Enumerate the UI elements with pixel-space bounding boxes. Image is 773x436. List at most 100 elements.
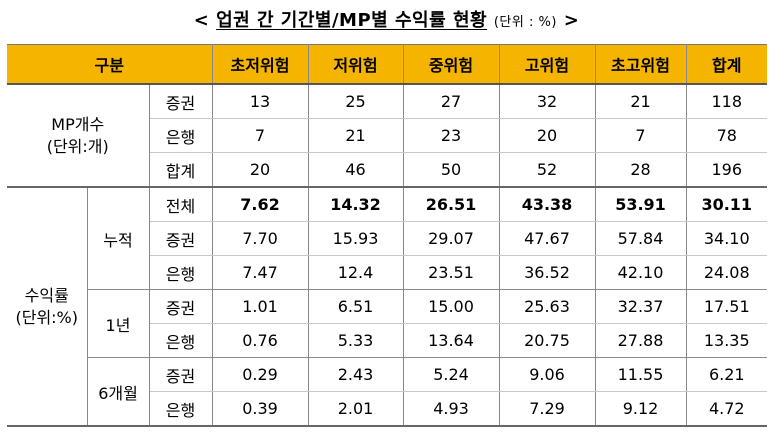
title-right-bracket: > bbox=[563, 10, 580, 31]
header-col-2: 저위험 bbox=[307, 44, 404, 85]
table-cell: 5.24 bbox=[402, 357, 500, 392]
row-sub-label: 증권 bbox=[148, 357, 213, 392]
table-row: 6개월 증권 0.29 2.43 5.24 9.06 11.55 6.21 bbox=[7, 357, 767, 427]
table-cell: 7 bbox=[594, 118, 687, 153]
table-cell: 34.10 bbox=[685, 221, 767, 256]
table-cell: 14.32 bbox=[307, 186, 404, 222]
table-cell: 7.29 bbox=[498, 391, 596, 427]
table-cell: 42.10 bbox=[594, 255, 687, 290]
table-cell: 2.43 bbox=[307, 357, 404, 392]
period-label-cumulative: 누적 bbox=[86, 186, 150, 290]
table-row: 은행 0.39 2.01 4.93 7.29 9.12 4.72 bbox=[7, 391, 767, 427]
table-cell: 7.62 bbox=[211, 186, 309, 222]
table-cell: 32.37 bbox=[594, 289, 687, 324]
table-cell: 196 bbox=[685, 152, 767, 188]
mp-label-line2: (단위:개) bbox=[46, 136, 109, 156]
table-cell: 30.11 bbox=[685, 186, 767, 222]
return-section-label: 수익률 (단위:%) bbox=[7, 186, 88, 427]
mp-section-label: MP개수 (단위:개) bbox=[7, 83, 150, 188]
page-title: < 업권 간 기간별/MP별 수익률 현황 (단위 : %) > bbox=[0, 6, 773, 32]
table-row: MP개수 (단위:개) 증권 13 25 27 32 21 118 bbox=[7, 83, 767, 188]
table-cell: 13.35 bbox=[685, 323, 767, 358]
title-left-bracket: < bbox=[193, 10, 210, 31]
table-cell: 46 bbox=[307, 152, 404, 188]
table-cell: 0.39 bbox=[211, 391, 309, 427]
table-cell: 20 bbox=[211, 152, 309, 188]
table-cell: 118 bbox=[685, 83, 767, 119]
header-col-total: 합계 bbox=[685, 44, 767, 85]
table-cell: 4.93 bbox=[402, 391, 500, 427]
table-cell: 47.67 bbox=[498, 221, 596, 256]
row-sub-label: 전체 bbox=[148, 186, 213, 222]
table-cell: 13.64 bbox=[402, 323, 500, 358]
table-cell: 36.52 bbox=[498, 255, 596, 290]
mp-label-line1: MP개수 bbox=[51, 114, 105, 134]
table-cell: 4.72 bbox=[685, 391, 767, 427]
table-cell: 78 bbox=[685, 118, 767, 153]
row-sub-label: 은행 bbox=[149, 255, 213, 290]
table-cell: 20 bbox=[498, 118, 596, 153]
table-cell: 0.76 bbox=[211, 323, 309, 358]
row-sub-label: 증권 bbox=[148, 289, 213, 324]
table-cell: 9.06 bbox=[498, 357, 596, 392]
header-group: 구분 bbox=[7, 44, 213, 85]
table-cell: 23.51 bbox=[402, 255, 500, 290]
title-unit: (단위 : %) bbox=[493, 15, 557, 30]
table-cell: 43.38 bbox=[498, 186, 596, 222]
table-cell: 17.51 bbox=[685, 289, 767, 324]
table-cell: 21 bbox=[307, 118, 404, 153]
header-row: 구분 초저위험 저위험 중위험 고위험 초고위험 합계 bbox=[7, 44, 767, 85]
table-cell: 53.91 bbox=[594, 186, 687, 222]
row-sub-label: 증권 bbox=[148, 83, 213, 119]
table-row: 은행 7.47 12.4 23.51 36.52 42.10 24.08 bbox=[7, 255, 767, 290]
row-sub-label: 은행 bbox=[149, 118, 213, 153]
table-row: 합계 20 46 50 52 28 196 bbox=[7, 152, 767, 188]
table-row: 수익률 (단위:%) 누적 전체 7.62 14.32 26.51 43.38 … bbox=[7, 186, 767, 427]
table-cell: 28 bbox=[594, 152, 687, 188]
table-cell: 50 bbox=[402, 152, 500, 188]
returns-table: 구분 초저위험 저위험 중위험 고위험 초고위험 합계 MP개수 (단위:개) … bbox=[7, 44, 767, 427]
table-cell: 11.55 bbox=[594, 357, 687, 392]
table-cell: 24.08 bbox=[685, 255, 767, 290]
table-cell: 25 bbox=[307, 83, 404, 119]
table-cell: 12.4 bbox=[307, 255, 404, 290]
table-cell: 7.47 bbox=[211, 255, 309, 290]
header-col-5: 초고위험 bbox=[594, 44, 687, 85]
table-cell: 15.00 bbox=[402, 289, 500, 324]
return-label-line2: (단위:%) bbox=[15, 307, 79, 327]
table-cell: 13 bbox=[211, 83, 309, 119]
row-sub-label: 증권 bbox=[149, 221, 213, 256]
table-cell: 27.88 bbox=[594, 323, 687, 358]
table-row: 은행 7 21 23 20 7 78 bbox=[7, 118, 767, 153]
title-text: 업권 간 기간별/MP별 수익률 현황 bbox=[216, 10, 488, 31]
table-cell: 6.51 bbox=[307, 289, 404, 324]
return-label-line1: 수익률 bbox=[24, 285, 69, 305]
table-cell: 9.12 bbox=[594, 391, 687, 427]
table-cell: 25.63 bbox=[498, 289, 596, 324]
table-cell: 26.51 bbox=[402, 186, 500, 222]
table-cell: 20.75 bbox=[498, 323, 596, 358]
table-cell: 29.07 bbox=[402, 221, 500, 256]
table-cell: 27 bbox=[402, 83, 500, 119]
row-sub-label: 은행 bbox=[149, 391, 213, 427]
table-cell: 23 bbox=[402, 118, 500, 153]
table-row: 1년 증권 1.01 6.51 15.00 25.63 32.37 17.51 bbox=[7, 289, 767, 358]
table-cell: 21 bbox=[594, 83, 687, 119]
row-sub-label: 합계 bbox=[149, 152, 213, 188]
table-cell: 7 bbox=[211, 118, 309, 153]
table-cell: 0.29 bbox=[211, 357, 309, 392]
table-cell: 2.01 bbox=[307, 391, 404, 427]
header-col-4: 고위험 bbox=[498, 44, 596, 85]
header-col-3: 중위험 bbox=[402, 44, 500, 85]
table-cell: 1.01 bbox=[211, 289, 309, 324]
period-label-six-month: 6개월 bbox=[87, 357, 150, 427]
header-col-1: 초저위험 bbox=[211, 44, 309, 85]
table-cell: 5.33 bbox=[307, 323, 404, 358]
table-cell: 6.21 bbox=[685, 357, 767, 392]
table-cell: 57.84 bbox=[594, 221, 687, 256]
table-cell: 32 bbox=[498, 83, 596, 119]
table-cell: 7.70 bbox=[211, 221, 309, 256]
row-sub-label: 은행 bbox=[149, 323, 213, 358]
table-cell: 15.93 bbox=[307, 221, 404, 256]
table-cell: 52 bbox=[498, 152, 596, 188]
